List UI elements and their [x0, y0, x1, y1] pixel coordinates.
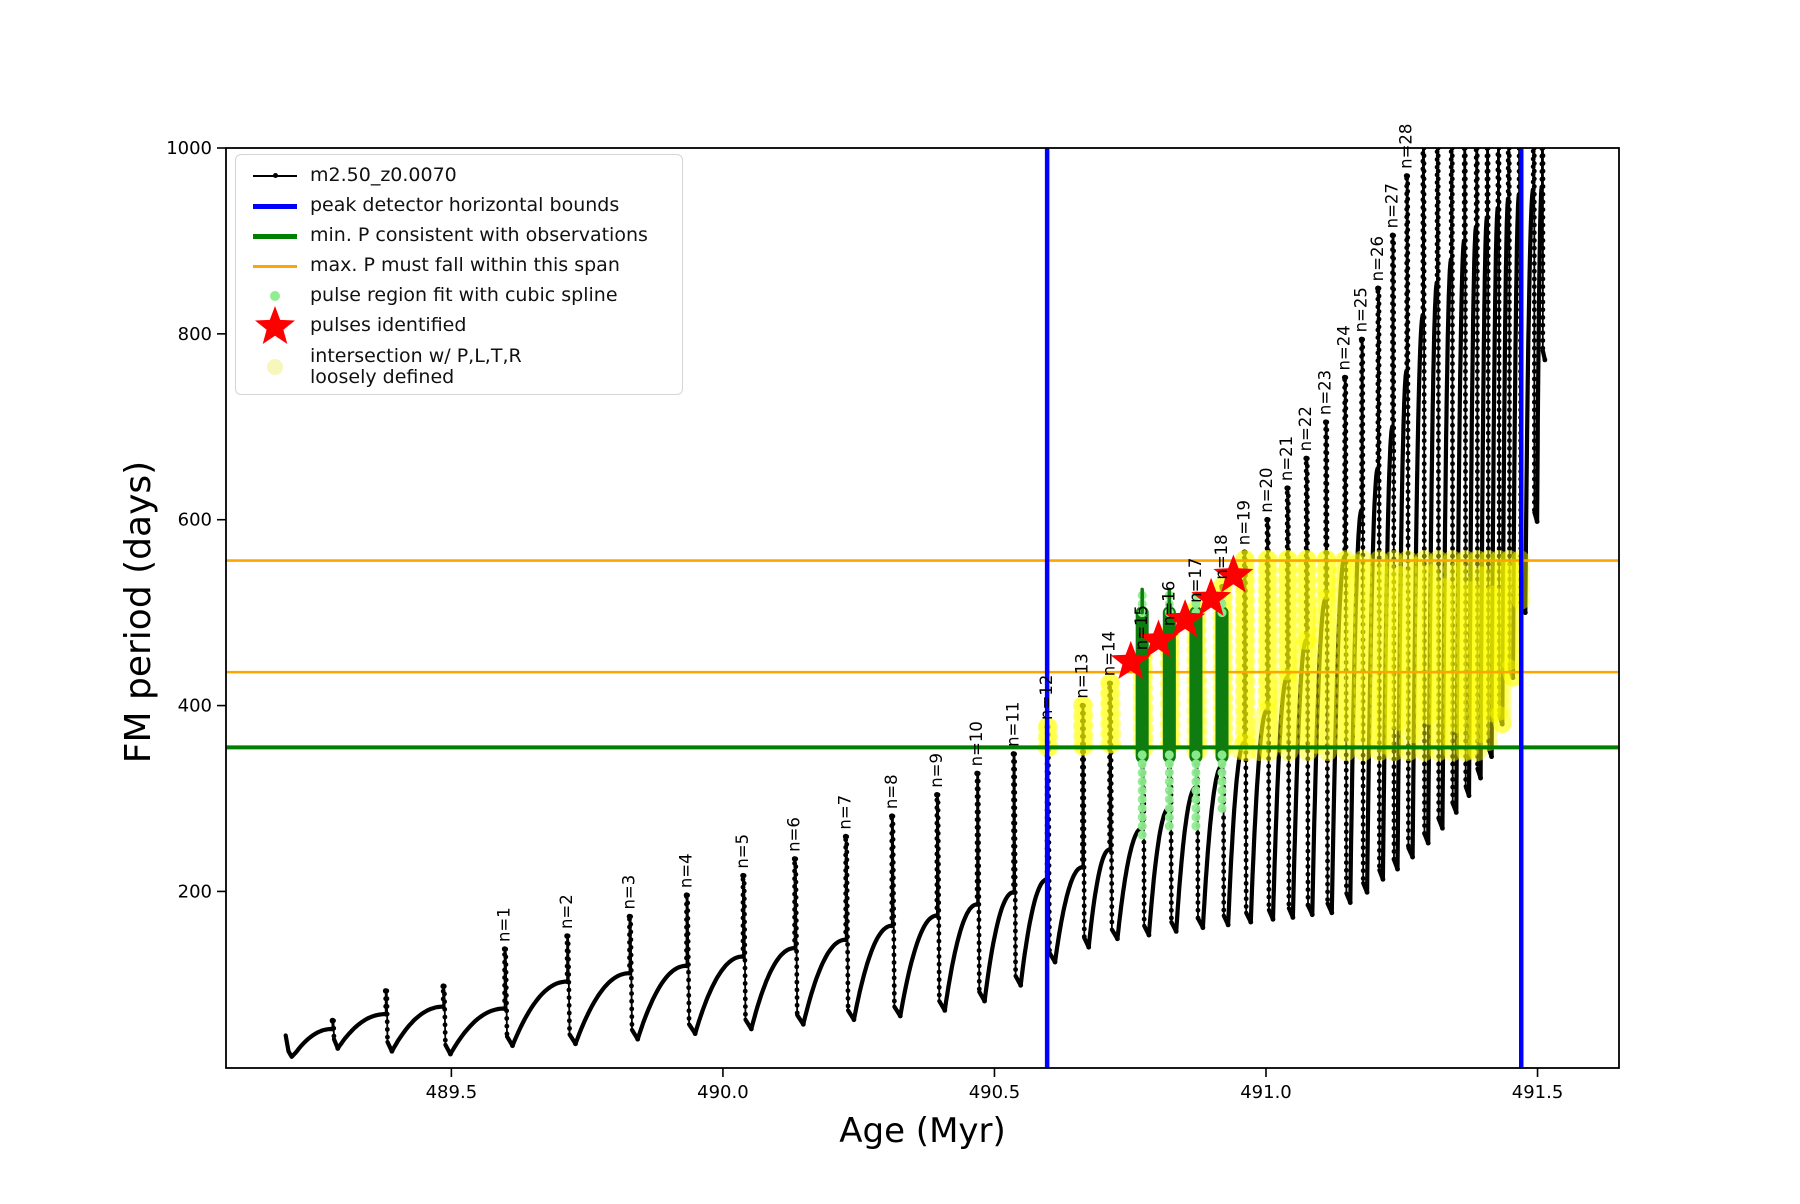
pulse-label: n=5 — [733, 834, 752, 869]
y-axis-label: FM period (days) — [118, 461, 159, 763]
y-tick-label: 1000 — [166, 138, 212, 159]
pulse-label: n=10 — [967, 721, 986, 766]
paleyellow-dot-icon — [246, 359, 304, 375]
pulse-label: n=4 — [677, 853, 696, 888]
pulse-label: n=21 — [1277, 436, 1296, 481]
pulse-label: n=3 — [620, 875, 639, 910]
legend-label: pulses identified — [310, 315, 466, 336]
legend-label: max. P must fall within this span — [310, 255, 620, 276]
pulse-label: n=20 — [1257, 467, 1276, 512]
lightgreen-dot-icon — [246, 291, 304, 301]
pulse-label: n=16 — [1159, 581, 1178, 626]
legend: m2.50_z0.0070 peak detector horizontal b… — [235, 154, 683, 395]
pulse-label: n=14 — [1100, 631, 1119, 676]
pulse-label: n=27 — [1383, 183, 1402, 228]
legend-label: intersection w/ P,L,T,R loosely defined — [310, 346, 522, 389]
pulse-label: n=25 — [1352, 287, 1371, 332]
legend-label: min. P consistent with observations — [310, 225, 648, 246]
pulse-label: n=2 — [557, 894, 576, 929]
star-icon — [246, 303, 304, 349]
series-line-icon — [246, 175, 304, 177]
pulse-label: n=15 — [1132, 605, 1151, 650]
x-tick-label: 491.5 — [1512, 1082, 1564, 1103]
legend-entry-spline: pulse region fit with cubic spline — [246, 281, 682, 311]
pulse-label: n=17 — [1186, 558, 1205, 603]
legend-label: peak detector horizontal bounds — [310, 195, 619, 216]
x-axis-label: Age (Myr) — [839, 1111, 1006, 1151]
pulse-label: n=13 — [1072, 653, 1091, 698]
legend-label: m2.50_z0.0070 — [310, 165, 457, 186]
green-line-icon — [246, 234, 304, 239]
legend-entry-min-p: min. P consistent with observations — [246, 221, 682, 251]
pulse-label: n=19 — [1234, 500, 1253, 545]
y-tick-label: 200 — [178, 881, 212, 902]
pulse-label: n=8 — [882, 774, 901, 809]
pulse-label: n=22 — [1296, 406, 1315, 451]
x-tick-label: 490.5 — [969, 1082, 1021, 1103]
pulse-label: n=9 — [927, 753, 946, 788]
legend-entry-pulses: pulses identified — [246, 311, 682, 341]
y-tick-label: 800 — [178, 324, 212, 345]
pulse-label: n=1 — [495, 907, 514, 942]
x-tick-label: 489.5 — [426, 1082, 478, 1103]
legend-entry-series: m2.50_z0.0070 — [246, 161, 682, 191]
pulse-label: n=7 — [836, 795, 855, 830]
x-tick-label: 491.0 — [1240, 1082, 1292, 1103]
legend-entry-max-p: max. P must fall within this span — [246, 251, 682, 281]
legend-entry-peak-bounds: peak detector horizontal bounds — [246, 191, 682, 221]
x-tick-label: 490.0 — [697, 1082, 749, 1103]
pulse-label: n=11 — [1003, 702, 1022, 747]
legend-entry-intersection: intersection w/ P,L,T,R loosely defined — [246, 341, 682, 393]
y-tick-label: 400 — [178, 696, 212, 717]
blue-line-icon — [246, 204, 304, 209]
legend-label: pulse region fit with cubic spline — [310, 285, 618, 306]
pulse-label: n=26 — [1368, 236, 1387, 281]
pulse-label: n=23 — [1316, 370, 1335, 415]
pulse-label: n=12 — [1037, 675, 1056, 720]
y-tick-label: 600 — [178, 510, 212, 531]
orange-line-icon — [246, 265, 304, 268]
pulse-label: n=28 — [1397, 124, 1416, 169]
pulse-label: n=18 — [1212, 534, 1231, 579]
pulse-label: n=6 — [785, 817, 804, 852]
